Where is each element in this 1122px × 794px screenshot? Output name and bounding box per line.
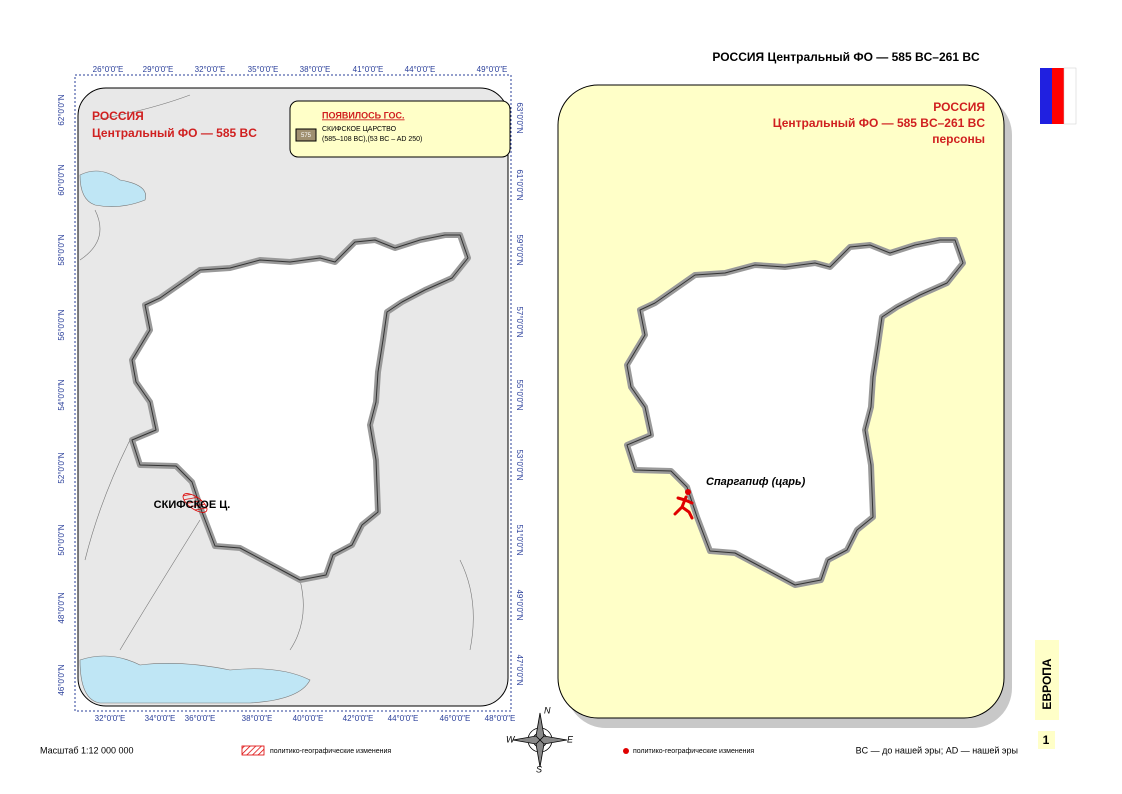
- legend-text: политико-географические изменения: [270, 748, 391, 755]
- person-label: Спаргапиф (царь): [706, 476, 806, 488]
- map-title: Центральный ФО — 585 BC–261 BC: [773, 116, 986, 130]
- tick-label: 60°0'0"N: [57, 164, 66, 195]
- region: [129, 232, 471, 583]
- tick-label: 51°0'0"N: [515, 524, 524, 555]
- tick-label: 54°0'0"N: [57, 379, 66, 410]
- tick-label: 49°0'0"E: [477, 65, 508, 74]
- compass-letter: W: [506, 734, 516, 744]
- tick-label: 44°0'0"E: [405, 65, 436, 74]
- header-title: РОССИЯ Центральный ФО — 585 BC–261 BC: [712, 50, 980, 64]
- tick-label: 63°0'0"N: [515, 102, 524, 133]
- tick-label: 40°0'0"E: [293, 714, 324, 723]
- sea: [79, 655, 311, 704]
- compass-letter: E: [567, 734, 574, 744]
- tick-label: 38°0'0"E: [242, 714, 273, 723]
- legend-box: [289, 100, 511, 158]
- tick-label: 47°0'0"N: [515, 654, 524, 685]
- legend-heading: ПОЯВИЛОСЬ ГОС.: [322, 110, 405, 120]
- tick-label: 36°0'0"E: [185, 714, 216, 723]
- tick-label: 32°0'0"E: [95, 714, 126, 723]
- region-outline: [131, 234, 469, 581]
- region-tab: [1035, 640, 1059, 720]
- region: [624, 237, 966, 588]
- tick-label: 58°0'0"N: [57, 234, 66, 265]
- legend-swatch: [241, 745, 265, 756]
- tick-label: 48°0'0"N: [57, 592, 66, 623]
- tick-label: 57°0'0"N: [515, 306, 524, 337]
- tick-label: 50°0'0"N: [57, 524, 66, 555]
- border-lines: [79, 94, 474, 651]
- flag: [1052, 68, 1064, 124]
- compass-letter: S: [536, 764, 542, 774]
- page-tab: [1038, 731, 1055, 749]
- tick-label: 46°0'0"N: [57, 664, 66, 695]
- tick-label: 55°0'0"N: [515, 379, 524, 410]
- tick-label: 35°0'0"E: [248, 65, 279, 74]
- tick-label: 34°0'0"E: [145, 714, 176, 723]
- lake: [79, 170, 147, 207]
- legend-icon-text: 575: [301, 133, 312, 139]
- legend-name: СКИФСКОЕ ЦАРСТВО: [322, 126, 397, 133]
- map-title: Центральный ФО — 585 BC: [92, 126, 257, 140]
- map-title: РОССИЯ: [933, 100, 985, 114]
- region-outline: [626, 239, 964, 586]
- tick-label: 49°0'0"N: [515, 589, 524, 620]
- tick-label: 38°0'0"E: [300, 65, 331, 74]
- tick-label: 26°0'0"E: [93, 65, 124, 74]
- tick-label: 46°0'0"E: [440, 714, 471, 723]
- legend-icon: [295, 128, 317, 142]
- tick-label: 42°0'0"E: [343, 714, 374, 723]
- region-name: ЕВРОПА: [1040, 658, 1054, 709]
- legend-text: политико-географические изменения: [633, 748, 754, 755]
- compass-letter: N: [544, 705, 551, 715]
- tick-label: 48°0'0"E: [485, 714, 516, 723]
- tick-label: 59°0'0"N: [515, 234, 524, 265]
- tick-label: 44°0'0"E: [388, 714, 419, 723]
- map-label: СКИФСКОЕ Ц.: [154, 499, 231, 511]
- page-number: 1: [1043, 733, 1050, 747]
- footer-note: BC — до нашей эры; AD — нашей эры: [856, 745, 1018, 755]
- scale: Масштаб 1:12 000 000: [40, 745, 134, 755]
- tick-label: 32°0'0"E: [195, 65, 226, 74]
- tick-label: 56°0'0"N: [57, 309, 66, 340]
- change-area: [182, 493, 208, 513]
- tick-label: 41°0'0"E: [353, 65, 384, 74]
- legend-dot: [623, 748, 629, 754]
- tick-label: 52°0'0"N: [57, 452, 66, 483]
- tick-label: 61°0'0"N: [515, 169, 524, 200]
- tick-label: 29°0'0"E: [143, 65, 174, 74]
- tick-label: 53°0'0"N: [515, 449, 524, 480]
- map-title: персоны: [932, 132, 985, 146]
- map-title: РОССИЯ: [92, 109, 144, 123]
- tick-label: 62°0'0"N: [57, 94, 66, 125]
- legend-dates: (585–108 BC),(53 BC – AD 250): [322, 136, 422, 143]
- person-icon: [673, 489, 694, 520]
- flag: [1063, 67, 1077, 125]
- compass: [512, 712, 568, 768]
- flag: [1040, 68, 1052, 124]
